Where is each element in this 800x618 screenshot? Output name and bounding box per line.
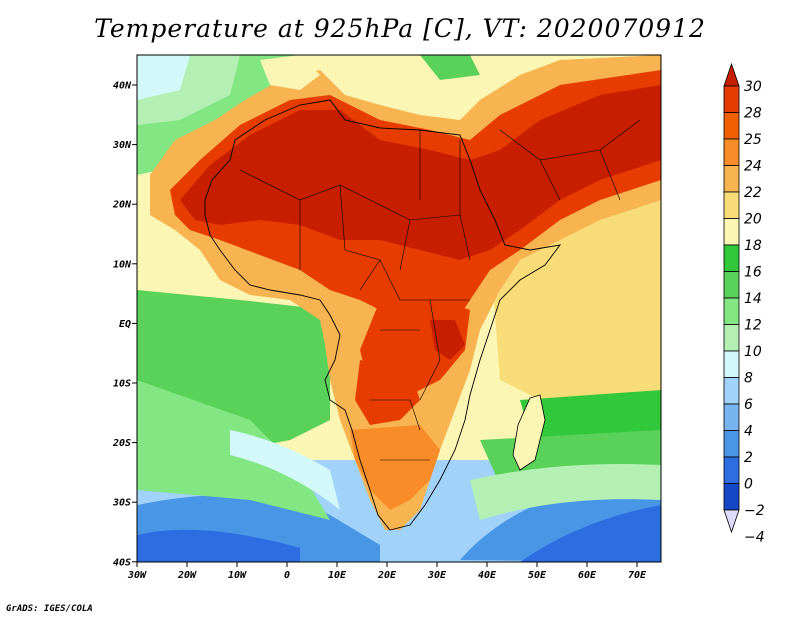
colorbar-swatch [723, 430, 740, 458]
map-frame [136, 54, 662, 563]
colorbar-swatch [723, 85, 740, 113]
colorbar-label: 18 [744, 238, 762, 254]
colorbar-swatch [723, 271, 740, 299]
colorbar-label: 28 [744, 106, 762, 122]
lat-tick-label: 40N [113, 81, 132, 92]
lat-tick-label: 30N [112, 140, 132, 151]
colorbar-label: 20 [744, 212, 762, 228]
lon-tick-label: 30W [127, 570, 147, 581]
lon-tick-label: 40E [478, 570, 497, 581]
colorbar-swatch [723, 138, 740, 166]
colorbar-label: −4 [744, 530, 765, 546]
coastline [204, 99, 562, 531]
lat-tick-label: 10N [113, 259, 132, 270]
colorbar-swatch [723, 324, 740, 352]
colorbar-label: 10 [744, 344, 762, 360]
madagascar [512, 394, 546, 471]
colorbar-label: 14 [744, 291, 762, 307]
lat-tick-label: EQ [119, 319, 131, 330]
colorbar-label: 6 [744, 397, 753, 413]
map-title: Temperature at 925hPa [C], VT: 202007091… [94, 14, 706, 43]
latitude-axis: 40N 30N 20N 10N EQ 10S 20S 30S 40S [112, 81, 137, 568]
lon-tick-label: 0 [284, 570, 290, 581]
colorbar-swatch [723, 244, 740, 272]
colorbar-swatch [723, 483, 740, 511]
lon-tick-label: 50E [528, 570, 547, 581]
colorbar-label: 2 [744, 450, 753, 466]
lat-tick-label: 20S [112, 438, 131, 449]
colorbar-label: 16 [744, 265, 762, 281]
indian-ocean-warm [490, 200, 661, 420]
lat-tick-label: 20N [112, 200, 132, 211]
colorbar-label: 8 [744, 371, 753, 387]
colorbar-label: 24 [744, 159, 762, 175]
lon-tick-label: 20W [177, 570, 197, 581]
colorbar-swatch [723, 377, 740, 405]
footer-credit: GrADS: IGES/COLA [6, 604, 93, 614]
colorbar-label: 4 [744, 424, 753, 440]
colorbar-swatch [723, 191, 740, 219]
temperature-field [137, 55, 661, 562]
colorbar-swatch [723, 456, 740, 484]
lat-tick-label: 10S [113, 379, 131, 390]
colorbar-swatch [723, 297, 740, 325]
lon-tick-label: 60E [578, 570, 597, 581]
colorbar-label: 22 [744, 185, 762, 201]
colorbar-swatch [723, 403, 740, 431]
lon-tick-label: 20E [377, 570, 397, 581]
lat-tick-label: 30S [112, 498, 131, 509]
lon-tick-label: 10E [328, 570, 347, 581]
colorbar-swatch [723, 350, 740, 378]
lon-tick-label: 70E [628, 570, 647, 581]
lat-tick-label: 40S [113, 557, 131, 568]
colorbar-top-arrow [723, 62, 740, 87]
colorbar-label: 12 [744, 318, 762, 334]
colorbar-label: −2 [744, 503, 765, 519]
colorbar-label: 25 [744, 132, 762, 148]
colorbar-swatch [723, 218, 740, 246]
colorbar-swatch [723, 165, 740, 193]
colorbar-bottom-arrow [723, 509, 740, 534]
colorbar-label: 0 [744, 477, 753, 493]
lon-tick-label: 30E [427, 570, 447, 581]
colorbar-swatch [723, 112, 740, 140]
lon-tick-label: 10W [228, 570, 247, 581]
colorbar-label: 30 [744, 79, 762, 95]
longitude-axis: 30W 20W 10W 0 10E 20E 30E 40E 50E 60E 70E [127, 562, 647, 581]
